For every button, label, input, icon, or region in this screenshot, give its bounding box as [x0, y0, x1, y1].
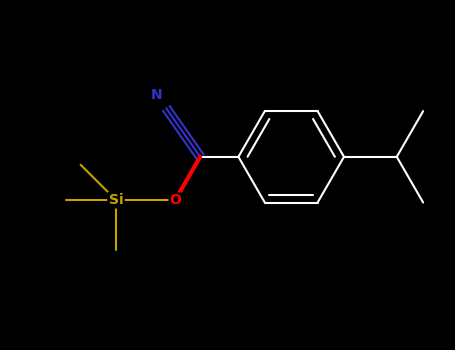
Text: N: N — [151, 88, 163, 102]
Text: O: O — [169, 193, 181, 207]
Text: Si: Si — [109, 193, 123, 207]
